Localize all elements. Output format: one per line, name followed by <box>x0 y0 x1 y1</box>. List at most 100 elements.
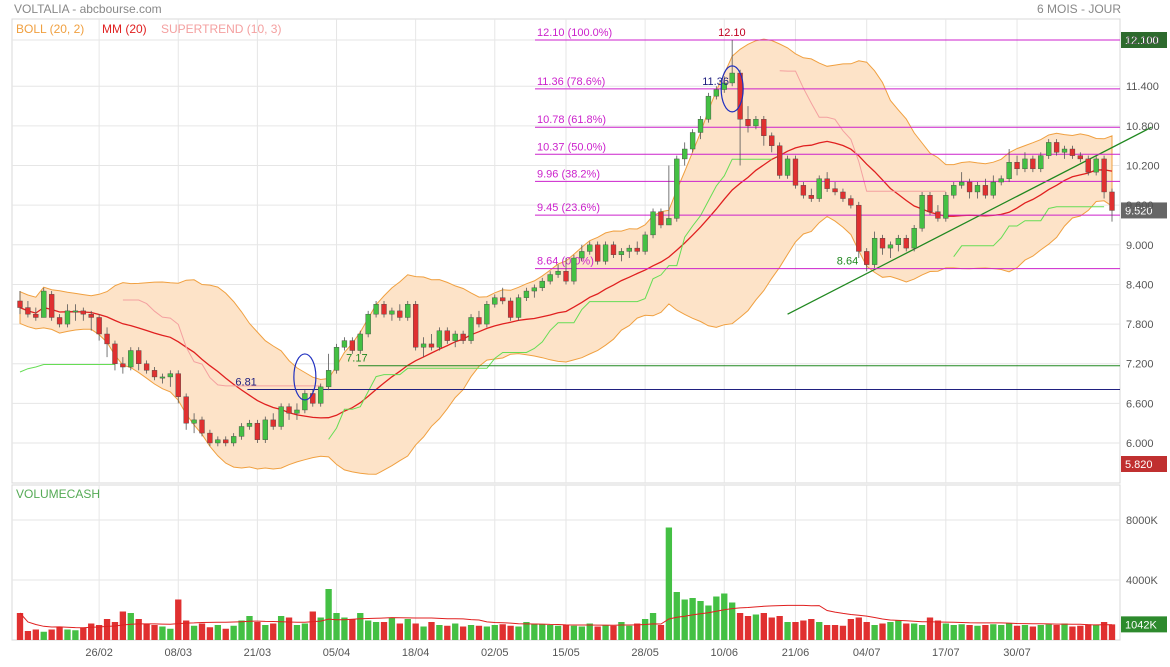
volume-bar <box>277 616 285 640</box>
volume-bar <box>887 622 894 640</box>
candle <box>579 244 585 262</box>
candle-body <box>1069 148 1076 156</box>
candle <box>167 370 174 387</box>
candle <box>452 330 458 348</box>
candle-body <box>112 343 118 364</box>
chart-title: VOLTALIA - abcbourse.com <box>14 2 162 16</box>
candle-body <box>104 333 110 345</box>
candle-body <box>911 228 917 249</box>
volume-bar <box>452 623 459 640</box>
candle-body <box>80 310 86 315</box>
candle-body <box>887 244 894 249</box>
volume-bar <box>926 617 934 640</box>
candle <box>547 271 553 285</box>
candle-body <box>1046 142 1052 156</box>
candle <box>523 287 530 301</box>
volume-bar <box>483 626 491 640</box>
candle <box>128 347 134 371</box>
candle <box>713 86 720 100</box>
candle-body <box>745 119 751 127</box>
volume-bar <box>562 625 570 640</box>
fibonacci-label: 12.10 (100.0%) <box>537 27 612 39</box>
candle <box>1077 152 1084 163</box>
candle-body <box>286 406 292 414</box>
candle <box>143 360 150 374</box>
volume-bar <box>127 613 134 640</box>
volume-bar <box>48 629 55 640</box>
candle <box>270 413 276 430</box>
candle <box>389 307 395 321</box>
candle-body <box>318 386 324 404</box>
max-price-badge: 12.100 <box>1125 35 1159 47</box>
candle-body <box>761 119 767 136</box>
date-tick-label: 04/07 <box>853 647 881 659</box>
volume-bar <box>610 625 617 640</box>
last-price-badge: 9.520 <box>1125 205 1153 217</box>
candle <box>658 208 664 229</box>
volume-bar <box>459 626 467 640</box>
candle <box>729 40 735 87</box>
volume-bar <box>554 625 562 640</box>
date-tick-label: 05/04 <box>323 647 351 659</box>
date-tick-label: 21/06 <box>782 647 810 659</box>
volume-bar <box>190 625 198 640</box>
volume-bar <box>768 617 775 640</box>
volume-bar <box>729 602 736 640</box>
candle-body <box>444 330 450 341</box>
candle <box>112 340 118 371</box>
volume-bar <box>198 623 206 640</box>
volume-bar <box>1053 625 1060 640</box>
candle-body <box>254 422 261 440</box>
candle <box>587 241 593 255</box>
volume-bar <box>816 622 823 640</box>
candle-body <box>523 290 530 298</box>
candle <box>697 115 704 140</box>
candle <box>41 287 47 318</box>
candle <box>500 287 506 305</box>
volume-bar <box>341 617 348 640</box>
candle <box>531 284 538 298</box>
candle-body <box>1061 148 1068 153</box>
candle <box>151 367 158 381</box>
candle <box>626 244 632 259</box>
volume-bar <box>998 625 1005 640</box>
volume-bar <box>222 628 229 640</box>
candle <box>96 314 102 341</box>
candle <box>515 294 522 321</box>
candle-body <box>405 304 411 318</box>
candle <box>1022 152 1028 173</box>
volume-bar <box>990 624 997 640</box>
candle-body <box>927 195 933 212</box>
fibonacci-label: 10.37 (50.0%) <box>537 141 606 153</box>
labels: VOLTALIA - abcbourse.com 6 MOIS - JOUR B… <box>14 2 1121 501</box>
candle-body <box>500 297 506 302</box>
candle-body <box>223 439 229 444</box>
candle <box>919 191 925 232</box>
candle-body <box>136 350 142 364</box>
volume-bar <box>143 623 150 640</box>
volume-average-line <box>19 604 1112 629</box>
candle-body <box>1053 142 1060 153</box>
volume-bar <box>254 622 261 640</box>
candle-body <box>776 145 783 176</box>
candle <box>262 416 268 443</box>
candle-body <box>753 119 759 127</box>
candle-body <box>729 72 735 84</box>
volume-bar <box>776 616 783 640</box>
candle-body <box>341 340 348 348</box>
volume-bar <box>1005 623 1013 640</box>
candle-body <box>1109 191 1115 211</box>
date-tick-label: 02/05 <box>481 647 509 659</box>
max-price-badge-bg <box>1121 32 1167 48</box>
candle-body <box>167 373 174 378</box>
volume-bar <box>396 623 403 640</box>
volume-bar <box>531 623 538 640</box>
candle-body <box>895 237 902 246</box>
indicator-lines <box>19 71 1152 440</box>
candles <box>17 40 1115 447</box>
volume-bar <box>262 625 269 640</box>
candle-body <box>642 234 648 252</box>
volume-bar <box>634 623 641 640</box>
candle-body <box>682 148 688 160</box>
